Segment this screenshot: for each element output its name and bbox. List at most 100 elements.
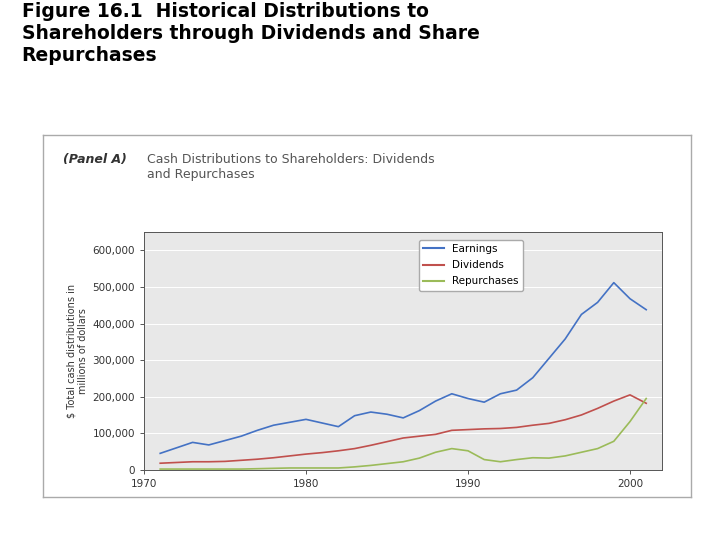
Dividends	[545, 420, 554, 427]
Dividends	[237, 457, 246, 463]
Text: 16-10: 16-10	[683, 518, 709, 527]
Dividends	[366, 442, 375, 449]
Earnings	[285, 419, 294, 426]
Repurchases	[269, 465, 278, 471]
Earnings	[172, 444, 181, 451]
Line: Earnings: Earnings	[160, 282, 646, 454]
Earnings	[609, 279, 618, 286]
Repurchases	[366, 462, 375, 469]
Dividends	[593, 405, 602, 411]
Earnings	[464, 395, 472, 402]
Repurchases	[172, 466, 181, 472]
Earnings	[350, 413, 359, 419]
Dividends	[253, 456, 261, 462]
Earnings	[220, 437, 229, 444]
Earnings	[269, 422, 278, 428]
Dividends	[350, 446, 359, 452]
Earnings	[447, 390, 456, 397]
Dividends	[334, 448, 343, 454]
Earnings	[545, 355, 554, 362]
Dividends	[464, 427, 472, 433]
Text: (Panel A): (Panel A)	[63, 153, 127, 166]
Earnings	[383, 411, 392, 417]
Earnings	[204, 442, 213, 448]
Dividends	[528, 422, 537, 428]
Dividends	[285, 453, 294, 459]
Repurchases	[253, 465, 261, 472]
Earnings	[366, 409, 375, 415]
Dividends	[383, 438, 392, 445]
Repurchases	[350, 464, 359, 470]
Earnings	[593, 299, 602, 306]
Dividends	[204, 458, 213, 465]
Earnings	[156, 450, 164, 457]
Repurchases	[302, 465, 310, 471]
Earnings	[512, 387, 521, 393]
Repurchases	[642, 395, 650, 402]
Repurchases	[334, 465, 343, 471]
Earnings	[302, 416, 310, 423]
Earnings	[528, 374, 537, 381]
Dividends	[415, 433, 423, 440]
Earnings	[577, 311, 585, 318]
Dividends	[318, 449, 326, 456]
Repurchases	[220, 466, 229, 472]
Dividends	[399, 435, 408, 441]
Earnings	[318, 420, 326, 426]
Dividends	[561, 416, 570, 423]
Repurchases	[593, 446, 602, 452]
Dividends	[609, 398, 618, 404]
Repurchases	[318, 465, 326, 471]
Dividends	[447, 427, 456, 434]
Earnings	[431, 398, 440, 404]
Repurchases	[464, 448, 472, 454]
Earnings	[415, 407, 423, 414]
Dividends	[496, 426, 505, 432]
Dividends	[269, 455, 278, 461]
Dividends	[512, 424, 521, 430]
Repurchases	[512, 456, 521, 463]
Dividends	[642, 400, 650, 407]
Repurchases	[609, 438, 618, 444]
Dividends	[480, 426, 488, 432]
Line: Dividends: Dividends	[160, 395, 646, 463]
Dividends	[431, 431, 440, 437]
Line: Repurchases: Repurchases	[160, 399, 646, 469]
Repurchases	[561, 453, 570, 459]
Earnings	[561, 336, 570, 342]
Earnings	[496, 390, 505, 397]
Repurchases	[528, 455, 537, 461]
Repurchases	[545, 455, 554, 461]
Repurchases	[156, 466, 164, 472]
Dividends	[220, 458, 229, 464]
Repurchases	[204, 466, 213, 472]
Dividends	[626, 392, 634, 398]
Earnings	[399, 415, 408, 421]
Dividends	[577, 411, 585, 418]
Legend: Earnings, Dividends, Repurchases: Earnings, Dividends, Repurchases	[419, 240, 523, 291]
Dividends	[302, 451, 310, 457]
Repurchases	[383, 460, 392, 467]
Text: Copyright ©2014 Pearson Education, Inc. All rights reserved.: Copyright ©2014 Pearson Education, Inc. …	[11, 518, 287, 527]
Text: Figure 16.1  Historical Distributions to
Shareholders through Dividends and Shar: Figure 16.1 Historical Distributions to …	[22, 3, 480, 65]
Repurchases	[399, 458, 408, 465]
Earnings	[188, 439, 197, 446]
Repurchases	[626, 418, 634, 425]
Dividends	[172, 459, 181, 465]
Repurchases	[188, 466, 197, 472]
Dividends	[156, 460, 164, 467]
Repurchases	[431, 449, 440, 456]
Earnings	[237, 433, 246, 440]
Dividends	[188, 458, 197, 465]
Earnings	[334, 423, 343, 430]
Earnings	[642, 307, 650, 313]
Earnings	[253, 427, 261, 434]
Repurchases	[480, 456, 488, 463]
Repurchases	[237, 466, 246, 472]
Repurchases	[285, 465, 294, 471]
Earnings	[626, 295, 634, 302]
Repurchases	[447, 446, 456, 452]
Repurchases	[496, 458, 505, 465]
Repurchases	[415, 455, 423, 461]
Earnings	[480, 399, 488, 406]
